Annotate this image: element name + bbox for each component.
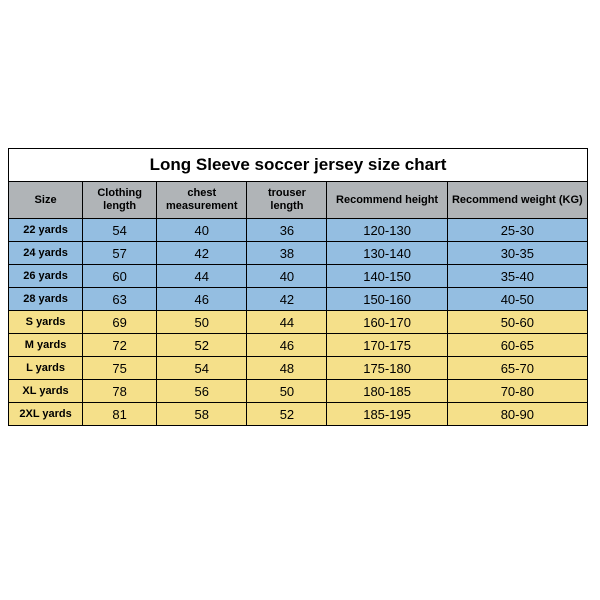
cell-val: 50-60 bbox=[447, 311, 587, 334]
cell-val: 185-195 bbox=[327, 403, 447, 426]
cell-val: 78 bbox=[83, 380, 157, 403]
cell-val: 58 bbox=[157, 403, 247, 426]
cell-val: 50 bbox=[157, 311, 247, 334]
cell-val: 42 bbox=[157, 242, 247, 265]
cell-val: 38 bbox=[247, 242, 327, 265]
cell-val: 75 bbox=[83, 357, 157, 380]
col-size: Size bbox=[9, 182, 83, 219]
cell-val: 40 bbox=[157, 219, 247, 242]
cell-val: 44 bbox=[247, 311, 327, 334]
table-title: Long Sleeve soccer jersey size chart bbox=[9, 149, 588, 182]
cell-val: 50 bbox=[247, 380, 327, 403]
cell-size: XL yards bbox=[9, 380, 83, 403]
col-rec-height: Recommend height bbox=[327, 182, 447, 219]
cell-val: 130-140 bbox=[327, 242, 447, 265]
cell-val: 65-70 bbox=[447, 357, 587, 380]
cell-size: S yards bbox=[9, 311, 83, 334]
cell-val: 57 bbox=[83, 242, 157, 265]
table-row: XL yards 78 56 50 180-185 70-80 bbox=[9, 380, 588, 403]
cell-val: 42 bbox=[247, 288, 327, 311]
cell-val: 170-175 bbox=[327, 334, 447, 357]
cell-val: 36 bbox=[247, 219, 327, 242]
table-row: 2XL yards 81 58 52 185-195 80-90 bbox=[9, 403, 588, 426]
table-row: 22 yards 54 40 36 120-130 25-30 bbox=[9, 219, 588, 242]
cell-val: 69 bbox=[83, 311, 157, 334]
size-chart-table: Long Sleeve soccer jersey size chart Siz… bbox=[8, 148, 588, 426]
table-row: L yards 75 54 48 175-180 65-70 bbox=[9, 357, 588, 380]
cell-val: 150-160 bbox=[327, 288, 447, 311]
table-row: 28 yards 63 46 42 150-160 40-50 bbox=[9, 288, 588, 311]
cell-val: 54 bbox=[83, 219, 157, 242]
cell-size: 24 yards bbox=[9, 242, 83, 265]
cell-val: 160-170 bbox=[327, 311, 447, 334]
cell-val: 81 bbox=[83, 403, 157, 426]
cell-val: 52 bbox=[157, 334, 247, 357]
cell-val: 120-130 bbox=[327, 219, 447, 242]
cell-val: 63 bbox=[83, 288, 157, 311]
cell-val: 46 bbox=[157, 288, 247, 311]
cell-size: 28 yards bbox=[9, 288, 83, 311]
cell-val: 60 bbox=[83, 265, 157, 288]
cell-val: 40 bbox=[247, 265, 327, 288]
cell-val: 30-35 bbox=[447, 242, 587, 265]
table-row: S yards 69 50 44 160-170 50-60 bbox=[9, 311, 588, 334]
cell-val: 72 bbox=[83, 334, 157, 357]
cell-val: 46 bbox=[247, 334, 327, 357]
cell-val: 44 bbox=[157, 265, 247, 288]
cell-val: 48 bbox=[247, 357, 327, 380]
cell-val: 54 bbox=[157, 357, 247, 380]
cell-val: 60-65 bbox=[447, 334, 587, 357]
cell-val: 40-50 bbox=[447, 288, 587, 311]
table-row: M yards 72 52 46 170-175 60-65 bbox=[9, 334, 588, 357]
col-clothing-len: Clothing length bbox=[83, 182, 157, 219]
col-rec-weight: Recommend weight (KG) bbox=[447, 182, 587, 219]
cell-size: 26 yards bbox=[9, 265, 83, 288]
cell-val: 35-40 bbox=[447, 265, 587, 288]
title-row: Long Sleeve soccer jersey size chart bbox=[9, 149, 588, 182]
cell-val: 56 bbox=[157, 380, 247, 403]
cell-val: 175-180 bbox=[327, 357, 447, 380]
cell-size: L yards bbox=[9, 357, 83, 380]
cell-val: 180-185 bbox=[327, 380, 447, 403]
cell-val: 70-80 bbox=[447, 380, 587, 403]
col-trouser-len: trouser length bbox=[247, 182, 327, 219]
cell-val: 52 bbox=[247, 403, 327, 426]
col-chest: chest measurement bbox=[157, 182, 247, 219]
cell-size: 22 yards bbox=[9, 219, 83, 242]
cell-size: 2XL yards bbox=[9, 403, 83, 426]
table-row: 26 yards 60 44 40 140-150 35-40 bbox=[9, 265, 588, 288]
cell-size: M yards bbox=[9, 334, 83, 357]
cell-val: 140-150 bbox=[327, 265, 447, 288]
header-row: Size Clothing length chest measurement t… bbox=[9, 182, 588, 219]
cell-val: 25-30 bbox=[447, 219, 587, 242]
cell-val: 80-90 bbox=[447, 403, 587, 426]
table-row: 24 yards 57 42 38 130-140 30-35 bbox=[9, 242, 588, 265]
